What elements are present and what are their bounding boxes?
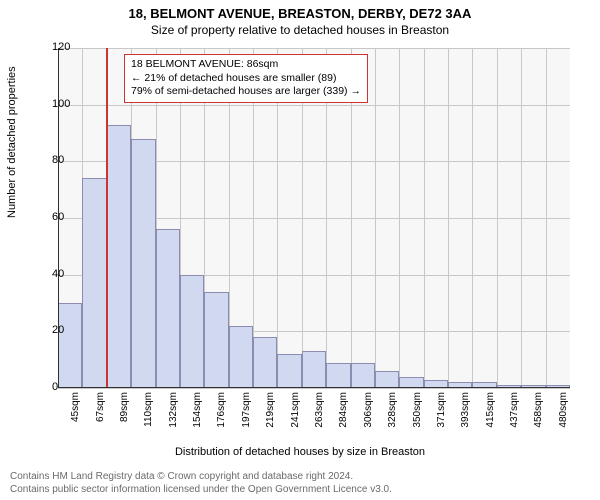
x-tick-label: 437sqm xyxy=(509,392,520,432)
x-tick-label: 89sqm xyxy=(119,392,130,432)
y-tick-label: 100 xyxy=(52,98,70,110)
y-tick-label: 20 xyxy=(52,324,64,336)
x-tick-label: 306sqm xyxy=(363,392,374,432)
annotation-line1: 18 BELMONT AVENUE: 86sqm xyxy=(131,58,361,72)
chart-title: 18, BELMONT AVENUE, BREASTON, DERBY, DE7… xyxy=(0,0,600,21)
histogram-bar xyxy=(82,178,106,388)
gridline-v xyxy=(472,48,473,388)
x-tick-label: 154sqm xyxy=(192,392,203,432)
histogram-bar xyxy=(351,363,375,389)
x-tick-label: 284sqm xyxy=(338,392,349,432)
x-tick-label: 110sqm xyxy=(143,392,154,432)
x-tick-label: 328sqm xyxy=(387,392,398,432)
x-tick-label: 415sqm xyxy=(485,392,496,432)
gridline-v xyxy=(375,48,376,388)
histogram-bar xyxy=(302,351,326,388)
histogram-bar xyxy=(58,303,82,388)
histogram-bar xyxy=(253,337,277,388)
histogram-bar xyxy=(107,125,131,389)
histogram-bar xyxy=(277,354,301,388)
gridline-v xyxy=(521,48,522,388)
x-tick-label: 45sqm xyxy=(70,392,81,432)
annotation-box: 18 BELMONT AVENUE: 86sqm ← 21% of detach… xyxy=(124,54,368,103)
x-tick-label: 132sqm xyxy=(168,392,179,432)
y-axis-label: Number of detached properties xyxy=(6,66,18,218)
y-tick-label: 60 xyxy=(52,211,64,223)
gridline-v xyxy=(399,48,400,388)
footer-line1: Contains HM Land Registry data © Crown c… xyxy=(10,471,590,484)
gridline-h xyxy=(58,105,570,106)
x-tick-label: 197sqm xyxy=(241,392,252,432)
histogram-bar xyxy=(326,363,350,389)
x-tick-label: 241sqm xyxy=(290,392,301,432)
y-tick-label: 40 xyxy=(52,268,64,280)
y-tick-label: 120 xyxy=(52,41,70,53)
annotation-line3: 79% of semi-detached houses are larger (… xyxy=(131,85,361,99)
histogram-bar xyxy=(229,326,253,388)
gridline-h xyxy=(58,388,570,389)
x-tick-label: 67sqm xyxy=(95,392,106,432)
marker-line xyxy=(106,48,108,388)
gridline-v xyxy=(448,48,449,388)
histogram-bar xyxy=(156,229,180,388)
x-tick-label: 176sqm xyxy=(216,392,227,432)
x-tick-label: 458sqm xyxy=(533,392,544,432)
histogram-bar xyxy=(180,275,204,388)
annotation-line2: ← 21% of detached houses are smaller (89… xyxy=(131,72,361,86)
gridline-v xyxy=(546,48,547,388)
x-axis-label: Distribution of detached houses by size … xyxy=(0,446,600,458)
x-axis-line xyxy=(58,387,570,388)
x-tick-label: 480sqm xyxy=(558,392,569,432)
histogram-bar xyxy=(375,371,399,388)
x-tick-label: 219sqm xyxy=(265,392,276,432)
histogram-bar xyxy=(204,292,228,388)
chart-container: 18, BELMONT AVENUE, BREASTON, DERBY, DE7… xyxy=(0,0,600,500)
footer: Contains HM Land Registry data © Crown c… xyxy=(10,471,590,496)
y-tick-label: 0 xyxy=(52,381,58,393)
histogram-bar xyxy=(131,139,155,388)
x-tick-label: 350sqm xyxy=(412,392,423,432)
plot-area: 18 BELMONT AVENUE: 86sqm ← 21% of detach… xyxy=(58,48,570,388)
gridline-v xyxy=(424,48,425,388)
y-tick-label: 80 xyxy=(52,154,64,166)
x-tick-label: 371sqm xyxy=(436,392,447,432)
x-tick-label: 393sqm xyxy=(460,392,471,432)
gridline-h xyxy=(58,48,570,49)
footer-line2: Contains public sector information licen… xyxy=(10,484,590,497)
gridline-v xyxy=(497,48,498,388)
x-tick-label: 263sqm xyxy=(314,392,325,432)
chart-subtitle: Size of property relative to detached ho… xyxy=(0,21,600,37)
